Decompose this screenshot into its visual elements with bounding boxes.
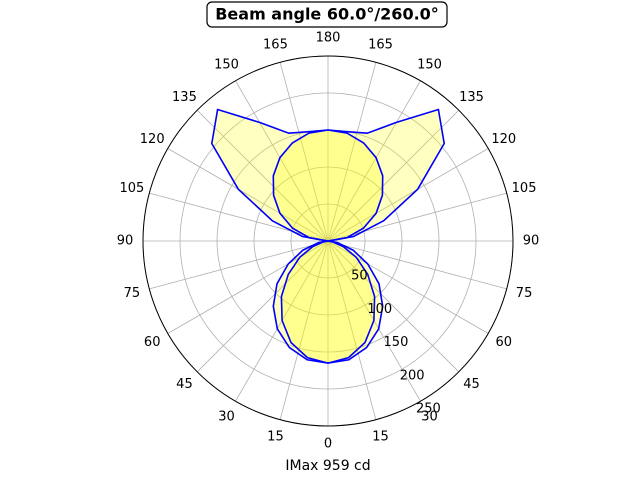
theta-tick-label: 75 [124, 286, 141, 301]
r-tick-label: 200 [400, 368, 425, 383]
r-tick-label: 50 [351, 269, 368, 284]
title-box [206, 1, 448, 28]
r-tick-label: 150 [384, 335, 409, 350]
theta-tick-label: 45 [463, 377, 480, 392]
theta-tick-label: 150 [214, 58, 239, 73]
theta-tick-label: 180 [316, 31, 341, 46]
theta-tick-label: 45 [176, 377, 193, 392]
grid-spoke [279, 62, 329, 242]
theta-tick-label: 135 [459, 90, 484, 105]
theta-tick-label: 30 [421, 409, 438, 424]
grid-spoke [327, 240, 377, 420]
theta-tick-label: 15 [372, 430, 389, 445]
grid-spoke [327, 109, 460, 242]
theta-tick-label: 135 [172, 90, 197, 105]
grid-spoke [196, 240, 329, 373]
area [328, 130, 383, 364]
grid-spoke [196, 109, 329, 242]
chart-title: Beam angle 60.0°/260.0° [215, 5, 439, 24]
grid-spoke [279, 240, 329, 420]
area [273, 130, 328, 364]
theta-tick-label: 105 [120, 181, 145, 196]
grid-spoke [327, 240, 507, 290]
grid-spoke [149, 192, 329, 242]
polar-spine [142, 55, 514, 427]
theta-tick-label: 165 [368, 37, 393, 52]
r-tick-label: 250 [416, 402, 441, 417]
theta-tick-label: 90 [523, 234, 540, 249]
grid-spoke [149, 240, 329, 290]
theta-tick-label: 60 [144, 335, 161, 350]
grid-spoke [327, 62, 377, 242]
x-axis-label: IMax 959 cd [285, 458, 370, 474]
line [272, 129, 329, 364]
grid-spoke [327, 192, 507, 242]
theta-tick-label: 120 [491, 132, 516, 147]
theta-tick-label: 15 [267, 430, 284, 445]
grid-spoke [235, 80, 329, 242]
theta-tick-label: 0 [324, 437, 332, 452]
theta-tick-label: 150 [417, 58, 442, 73]
grid-spoke [327, 148, 489, 242]
theta-tick-label: 30 [218, 409, 235, 424]
area [211, 109, 328, 364]
theta-tick-label: 105 [512, 181, 537, 196]
theta-tick-label: 120 [140, 132, 165, 147]
theta-tick-label: 90 [117, 234, 134, 249]
r-tick-label: 100 [367, 302, 392, 317]
area [328, 109, 445, 364]
theta-tick-label: 75 [516, 286, 533, 301]
grid-spoke [327, 80, 421, 242]
grid-spoke [167, 148, 329, 242]
theta-tick-label: 165 [263, 37, 288, 52]
theta-tick-label: 60 [496, 335, 513, 350]
grid-spoke [327, 240, 460, 373]
